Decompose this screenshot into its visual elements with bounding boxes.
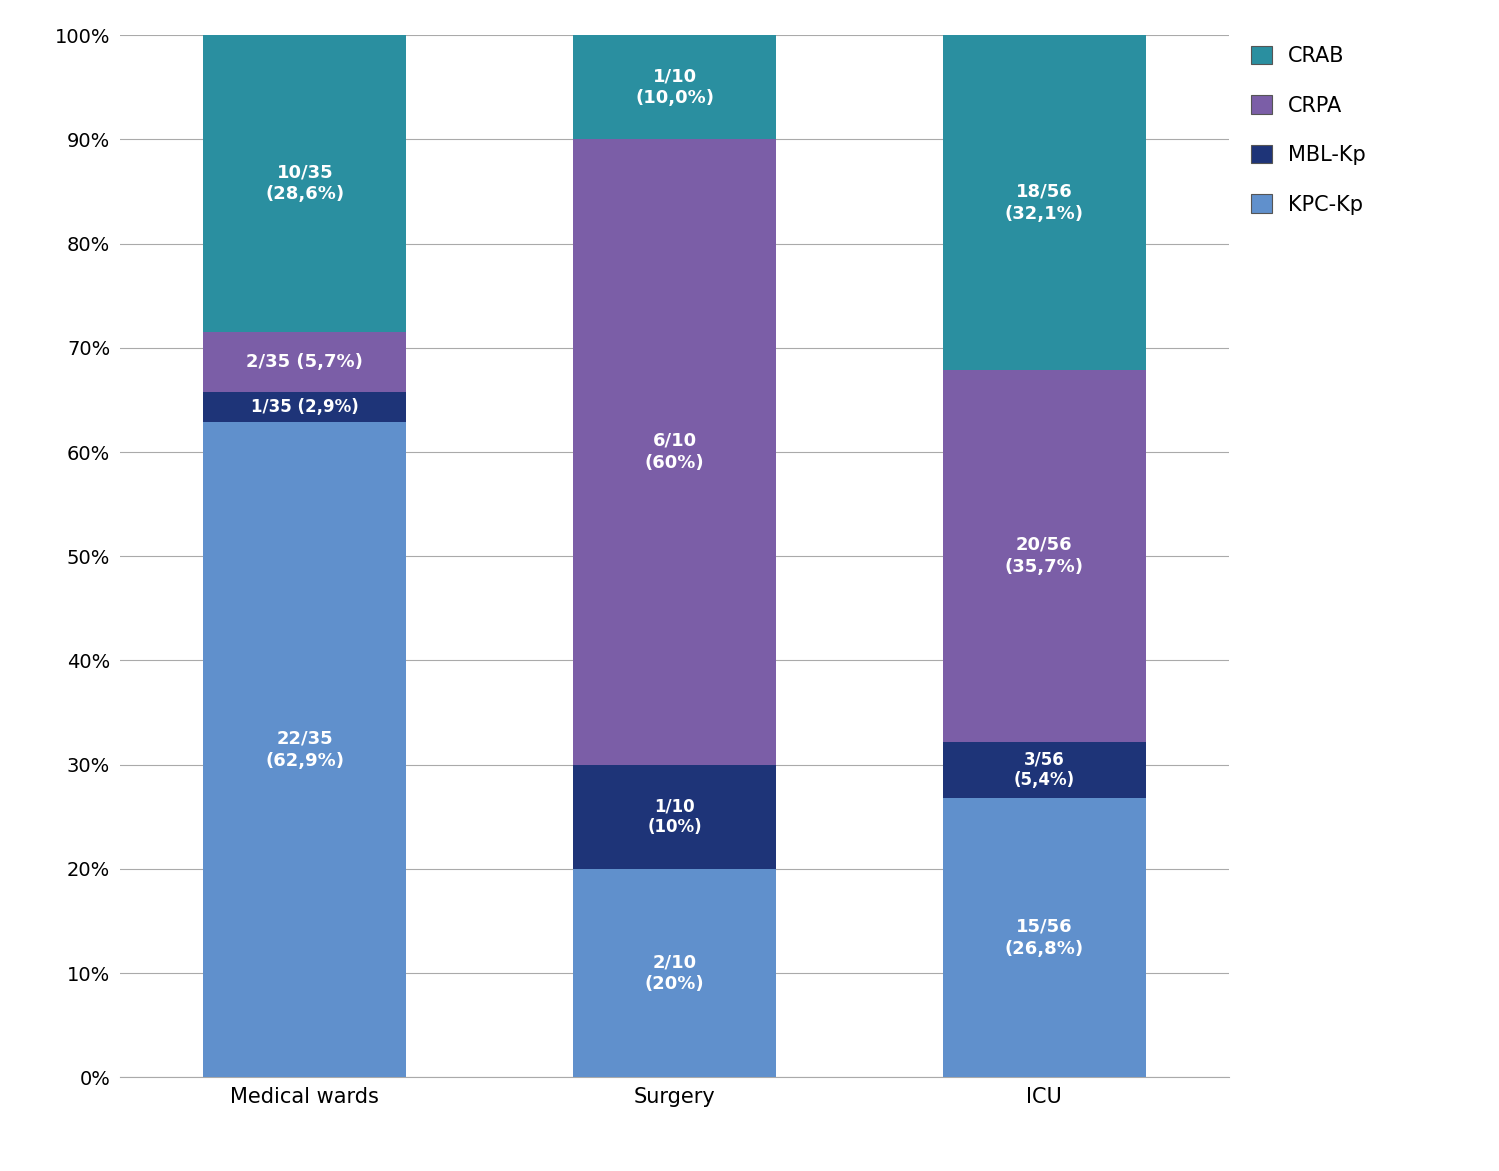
Text: 20/56
(35,7%): 20/56 (35,7%) [1004,535,1084,576]
Text: 6/10
(60%): 6/10 (60%) [645,432,705,472]
Bar [202,333,406,391]
Text: 22/35
(62,9%): 22/35 (62,9%) [265,730,345,769]
Text: 15/56
(26,8%): 15/56 (26,8%) [1004,918,1084,958]
Bar [573,869,776,1077]
Legend: CRAB, CRPA, MBL-Kp, KPC-Kp: CRAB, CRPA, MBL-Kp, KPC-Kp [1250,46,1366,215]
Bar [943,797,1145,1077]
Text: 1/10
(10,0%): 1/10 (10,0%) [636,67,714,108]
Text: 1/10
(10%): 1/10 (10%) [648,797,702,836]
Text: 1/35 (2,9%): 1/35 (2,9%) [250,398,358,416]
Bar [943,741,1145,797]
Text: 10/35
(28,6%): 10/35 (28,6%) [265,163,345,204]
Bar [943,370,1145,741]
Bar [202,391,406,422]
Text: 18/56
(32,1%): 18/56 (32,1%) [1004,183,1084,222]
Bar [573,765,776,869]
Bar [573,35,776,139]
Bar [573,139,776,765]
Text: 2/35 (5,7%): 2/35 (5,7%) [246,352,363,371]
Bar [202,422,406,1077]
Text: 3/56
(5,4%): 3/56 (5,4%) [1013,751,1075,789]
Text: 2/10
(20%): 2/10 (20%) [645,953,705,993]
Bar [202,34,406,333]
Bar [943,35,1145,370]
